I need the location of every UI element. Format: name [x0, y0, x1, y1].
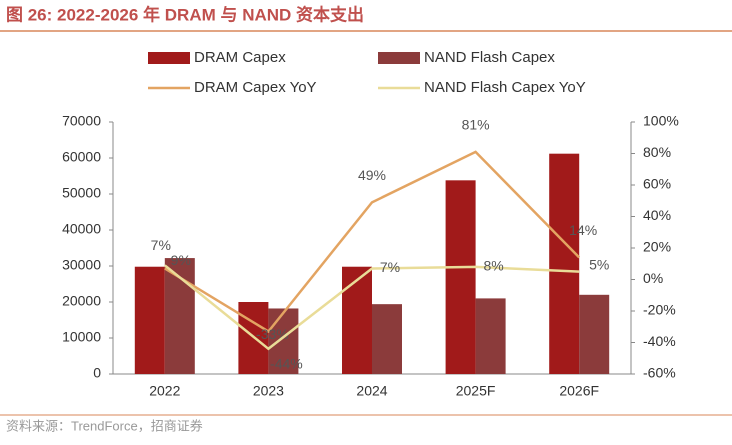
line	[164, 264, 580, 351]
value-label: 7%	[151, 237, 171, 253]
value-label: 5%	[589, 256, 609, 272]
bar	[164, 258, 195, 374]
value-label: -33%	[256, 326, 289, 342]
x-tick-label: 2026F	[559, 383, 599, 399]
y-tick-label: 0	[93, 365, 101, 381]
y2-tick-label: -40%	[643, 333, 676, 349]
y-tick-label: 20000	[62, 293, 101, 309]
y-tick-label: 40000	[62, 221, 101, 237]
value-label: 8%	[483, 258, 503, 274]
bar	[475, 298, 506, 374]
legend-label: DRAM Capex YoY	[194, 79, 317, 96]
y-tick-label: 30000	[62, 257, 101, 273]
x-tick-label: 2025F	[456, 383, 496, 399]
bar	[372, 304, 402, 374]
source: 资料来源：TrendForce，招商证券	[6, 418, 203, 433]
y2-tick-label: 60%	[643, 176, 671, 192]
x-tick-label: 2024	[356, 383, 387, 399]
value-label: 81%	[462, 117, 490, 133]
bar	[549, 153, 580, 374]
y-tick-label: 50000	[62, 185, 101, 201]
value-label: 7%	[380, 259, 400, 275]
y-tick-label: 10000	[62, 329, 101, 345]
value-label: 14%	[569, 222, 597, 238]
bar	[445, 180, 476, 374]
legend-label: NAND Flash Capex YoY	[424, 79, 586, 96]
x-tick-label: 2023	[253, 383, 284, 399]
y2-tick-label: 20%	[643, 239, 671, 255]
bar	[134, 266, 165, 374]
chart-title: 图 26: 2022-2026 年 DRAM 与 NAND 资本支出	[6, 4, 364, 24]
y-tick-label: 60000	[62, 149, 101, 165]
legend-swatch	[378, 52, 420, 64]
y2-tick-label: -60%	[643, 365, 676, 381]
y-tick-label: 70000	[62, 113, 101, 129]
value-label: 9%	[171, 252, 191, 268]
y2-tick-label: 40%	[643, 207, 671, 223]
bar	[268, 308, 299, 374]
value-label: 49%	[358, 167, 386, 183]
bar	[579, 294, 610, 374]
y2-tick-label: 100%	[643, 113, 679, 129]
y2-tick-label: 0%	[643, 270, 663, 286]
y2-tick-label: -20%	[643, 302, 676, 318]
legend-label: DRAM Capex	[194, 49, 286, 66]
legend-swatch	[148, 52, 190, 64]
y2-tick-label: 80%	[643, 144, 671, 160]
value-label: -44%	[270, 356, 303, 372]
bar	[342, 266, 372, 374]
line	[164, 150, 581, 334]
x-tick-label: 2022	[149, 383, 180, 399]
legend-label: NAND Flash Capex	[424, 49, 555, 66]
